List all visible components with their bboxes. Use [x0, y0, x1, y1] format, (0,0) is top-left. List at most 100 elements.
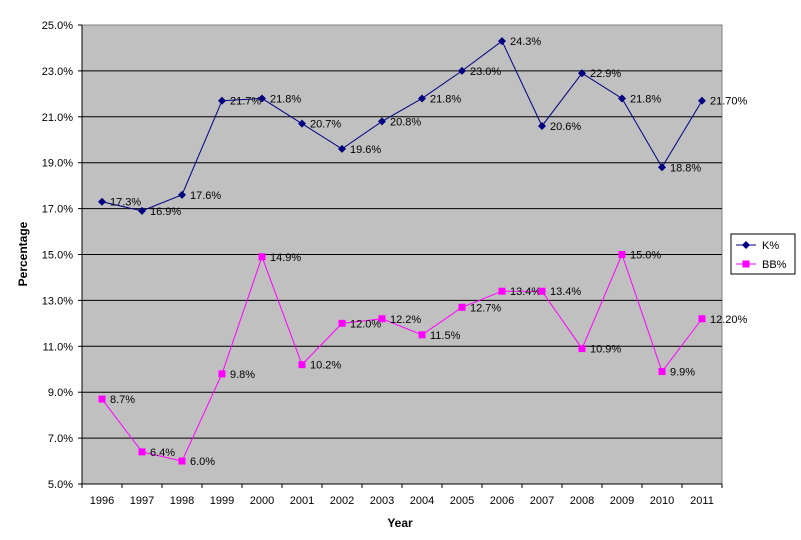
data-label: 17.6%: [190, 190, 221, 202]
x-tick-label: 1998: [170, 495, 194, 507]
legend: K% BB%: [730, 233, 796, 275]
data-label: 24.3%: [510, 36, 541, 48]
data-point: [418, 94, 426, 103]
legend-box: [730, 233, 796, 275]
series-bb-pct: 8.7% 6.4% 6.0% 9.8% 14.9% 10.2% 12.0% 12.2% 11.5…: [98, 250, 748, 468]
data-point: [338, 319, 346, 327]
data-label: 16.9%: [150, 206, 181, 218]
y-tick-label: 9.0%: [48, 387, 73, 399]
data-point: [418, 331, 426, 339]
gridlines: [82, 70, 722, 439]
data-label: 12.7%: [470, 302, 501, 314]
data-label: 9.8%: [230, 369, 255, 381]
x-axis-title: Year: [387, 516, 413, 530]
data-point: [98, 197, 106, 206]
y-tick-label: 15.0%: [42, 250, 73, 262]
x-axis: 1996 1997 1998 1999 2000 2001 2002 2003 2004 2005…: [81, 483, 723, 507]
data-point: [658, 368, 666, 376]
y-tick-label: 7.0%: [48, 433, 73, 445]
series-k-pct: 17.3% 16.9% 17.6% 21.7% 21.8% 20.7% 19.6% 20.8%…: [98, 36, 748, 218]
data-label: 17.3%: [110, 197, 141, 209]
data-label: 21.8%: [270, 93, 301, 105]
data-point: [378, 117, 386, 126]
x-tick-label: 2000: [250, 495, 274, 507]
data-label: 9.9%: [670, 367, 695, 379]
data-point: [658, 163, 666, 172]
data-label: 20.8%: [390, 116, 421, 128]
x-tick-label: 2008: [570, 495, 594, 507]
y-axis-title: Percentage: [16, 221, 30, 286]
data-point: [578, 69, 586, 78]
data-point: [98, 395, 106, 403]
data-label: 18.8%: [670, 162, 701, 174]
data-point: [298, 119, 306, 128]
data-label: 8.7%: [110, 394, 135, 406]
data-point: [458, 66, 466, 75]
x-tick-label: 2003: [370, 495, 394, 507]
data-label: 10.2%: [310, 360, 341, 372]
x-tick-label: 2010: [650, 495, 674, 507]
data-label: 15.0%: [630, 250, 661, 262]
legend-label: K%: [762, 240, 779, 252]
y-axis: 5.0% 7.0% 9.0% 11.0% 13.0% 15.0% 17.0% 19.0% 21.…: [42, 20, 83, 491]
data-point: [538, 287, 546, 295]
data-label: 12.0%: [350, 318, 381, 330]
x-tick-label: 2001: [290, 495, 314, 507]
x-tick-label: 1996: [90, 495, 114, 507]
legend-marker: [742, 260, 750, 268]
data-label: 6.0%: [190, 456, 215, 468]
x-tick-label: 2007: [530, 495, 554, 507]
data-point: [178, 457, 186, 465]
data-point: [378, 315, 386, 323]
x-tick-label: 1997: [130, 495, 154, 507]
y-tick-label: 5.0%: [48, 479, 73, 491]
data-point: [458, 303, 466, 311]
data-label: 22.9%: [590, 68, 621, 80]
x-tick-label: 2005: [450, 495, 474, 507]
data-label: 21.70%: [710, 96, 748, 108]
data-label: 13.4%: [510, 286, 541, 298]
data-point: [498, 37, 506, 46]
y-tick-label: 17.0%: [42, 204, 73, 216]
legend-marker: [742, 241, 750, 249]
data-point: [698, 315, 706, 323]
x-tick-label: 2004: [410, 495, 434, 507]
data-point: [698, 96, 706, 105]
data-label: 11.5%: [430, 330, 461, 342]
data-label: 14.9%: [270, 252, 301, 264]
data-point: [338, 144, 346, 153]
x-tick-label: 2009: [610, 495, 634, 507]
data-point: [138, 206, 146, 215]
series-line: [101, 253, 703, 462]
data-point: [218, 370, 226, 378]
data-label: 21.8%: [430, 93, 461, 105]
data-label: 23.0%: [470, 66, 501, 78]
data-point: [218, 96, 226, 105]
data-point: [578, 345, 586, 353]
data-label: 13.4%: [550, 286, 581, 298]
data-point: [258, 253, 266, 261]
data-point: [178, 190, 186, 199]
data-label: 6.4%: [150, 447, 175, 459]
y-tick-label: 11.0%: [43, 341, 74, 353]
legend-label: BB%: [762, 259, 787, 271]
data-label: 20.7%: [310, 119, 341, 131]
y-tick-label: 25.0%: [42, 20, 73, 32]
data-point: [618, 94, 626, 103]
data-label: 12.2%: [390, 314, 421, 326]
series-line: [101, 40, 703, 212]
data-point: [498, 287, 506, 295]
x-tick-label: 2006: [490, 495, 514, 507]
series-layer: 17.3% 16.9% 17.6% 21.7% 21.8% 20.7% 19.6% 20.8%…: [98, 36, 748, 468]
data-point: [258, 94, 266, 103]
data-point: [618, 251, 626, 258]
x-tick-label: 2002: [330, 495, 354, 507]
data-label: 12.20%: [710, 314, 748, 326]
data-label: 21.7%: [230, 96, 261, 108]
data-label: 21.8%: [630, 93, 661, 105]
data-label: 20.6%: [550, 121, 581, 133]
data-label: 19.6%: [350, 144, 381, 156]
x-tick-label: 1999: [210, 495, 234, 507]
x-tick-label: 2011: [690, 495, 714, 507]
